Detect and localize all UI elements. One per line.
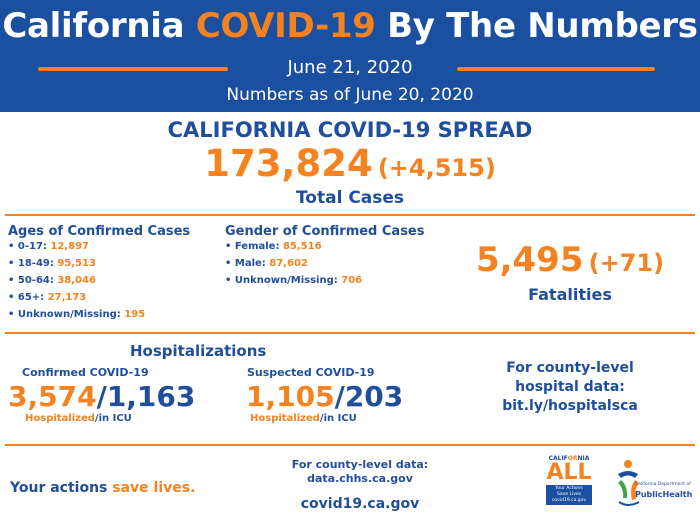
- list-item: • 50-64: 38,046: [8, 275, 96, 286]
- suspected-label: Suspected COVID-19: [247, 366, 375, 379]
- spread-title: CALIFORNIA COVID-19 SPREAD: [167, 118, 533, 142]
- hospitalizations-title: Hospitalizations: [130, 342, 267, 360]
- cdph-logo: California Department of PublicHealth: [615, 458, 700, 518]
- header-banner: California COVID-19 By The Numbers June …: [0, 0, 700, 112]
- divider-1: [5, 214, 695, 216]
- report-date: June 21, 2020: [287, 57, 413, 78]
- hospital-data-link[interactable]: bit.ly/hospitalsca: [502, 398, 638, 414]
- numbers-as-of: Numbers as of June 20, 2020: [226, 85, 474, 105]
- total-cases-count: 173,824: [204, 142, 373, 185]
- total-cases-label: Total Cases: [295, 188, 405, 208]
- list-item: • 0-17: 12,897: [8, 241, 89, 252]
- total-cases-figure: 173,824 (+4,515): [0, 142, 700, 185]
- county-data-info: For county-level data: data.chhs.ca.gov: [260, 458, 460, 486]
- public-health-figure-icon: [618, 460, 640, 506]
- list-item: • Unknown/Missing: 706: [225, 275, 363, 286]
- page-title: California COVID-19 By The Numbers: [0, 6, 700, 46]
- confirmed-label: Confirmed COVID-19: [22, 366, 149, 379]
- confirmed-caption: Hospitalized/in ICU: [25, 413, 132, 424]
- list-item: • Male: 87,602: [225, 258, 308, 269]
- county-hospital-info: For county-level hospital data: bit.ly/h…: [470, 359, 670, 416]
- suspected-hospitalized: 1,105: [246, 380, 335, 413]
- suspected-caption: Hospitalized/in ICU: [250, 413, 357, 424]
- ages-list: • 0-17: 12,897 • 18-49: 95,513 • 50-64: …: [8, 238, 145, 323]
- list-item: • 65+: 27,173: [8, 292, 87, 303]
- divider-3: [5, 444, 695, 446]
- title-part2: By The Numbers: [375, 6, 698, 46]
- suspected-icu: 203: [344, 380, 404, 413]
- fatalities-count: 5,495: [475, 240, 584, 280]
- confirmed-figures: 3,574/1,163: [8, 380, 196, 413]
- list-item: • 18-49: 95,513: [8, 258, 96, 269]
- california-all-logo: CALIFORNIA ALL Your Actions Save Lives c…: [546, 455, 592, 505]
- suspected-figures: 1,105/203: [246, 380, 404, 413]
- title-highlight: COVID-19: [195, 6, 376, 46]
- ages-title: Ages of Confirmed Cases: [8, 224, 191, 239]
- header-divider-right: [457, 67, 655, 71]
- list-item: • Unknown/Missing: 195: [8, 309, 146, 320]
- county-data-link[interactable]: data.chhs.ca.gov: [307, 472, 413, 485]
- confirmed-icu: 1,163: [106, 380, 196, 413]
- site-link[interactable]: covid19.ca.gov: [300, 496, 420, 512]
- fatalities-figure: 5,495 (+71): [440, 240, 700, 280]
- gender-list: • Female: 85,516 • Male: 87,602 • Unknow…: [225, 238, 362, 289]
- header-divider-left: [38, 67, 228, 71]
- fatalities-delta: (+71): [588, 249, 665, 277]
- confirmed-hospitalized: 3,574: [8, 380, 97, 413]
- actions-slogan: Your actions save lives.: [10, 480, 196, 496]
- fatalities-label: Fatalities: [528, 285, 612, 304]
- list-item: • Female: 85,516: [225, 241, 322, 252]
- divider-2: [5, 332, 695, 334]
- gender-title: Gender of Confirmed Cases: [225, 224, 425, 239]
- title-part1: California: [2, 6, 196, 46]
- total-cases-delta: (+4,515): [377, 154, 496, 182]
